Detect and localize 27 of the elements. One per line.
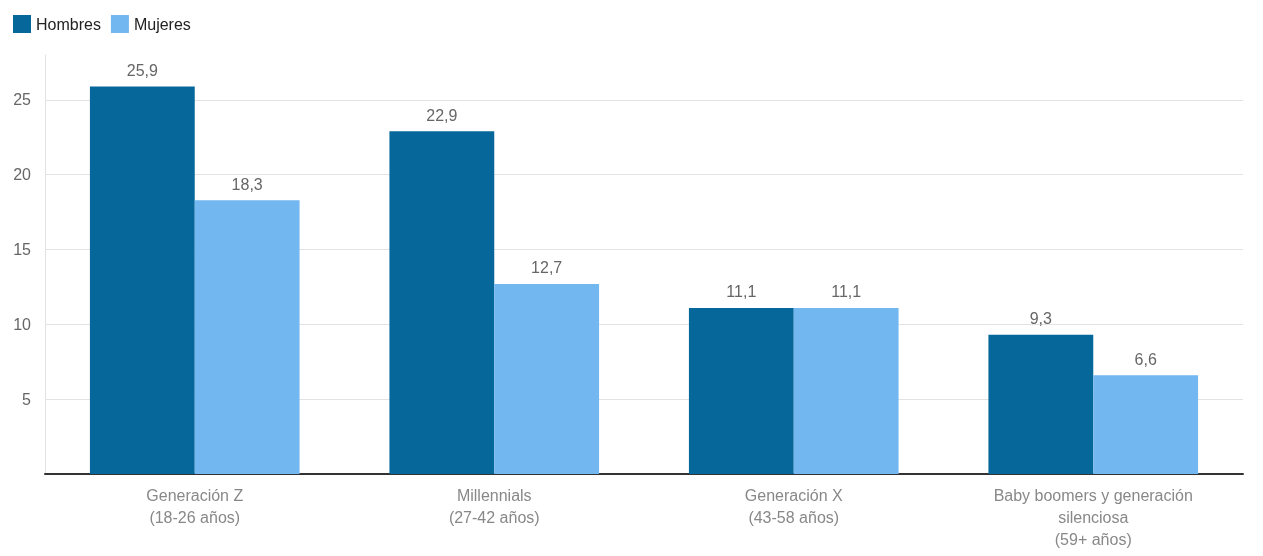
data-label: 11,1: [831, 283, 862, 301]
legend-label: Hombres: [36, 15, 101, 33]
data-label: 11,1: [726, 283, 757, 301]
bar: [194, 200, 300, 474]
x-tick-label: Millennials (27-42 años): [448, 486, 540, 526]
bar: [389, 131, 495, 474]
x-tick-label: Baby boomers y generación silenciosa (59+ años): [993, 486, 1193, 548]
bar: [494, 283, 600, 474]
y-tick-label: 15: [13, 241, 32, 259]
data-label: 18,3: [231, 175, 263, 193]
x-tick-label: Generación X (43-58 años): [744, 486, 843, 526]
y-tick-label: 25: [13, 91, 32, 109]
data-label: 6,6: [1134, 350, 1157, 368]
y-tick-label: 20: [13, 166, 32, 184]
data-label: 9,3: [1029, 310, 1053, 328]
x-tick-label: Generación Z (18-26 años): [146, 486, 244, 526]
bar: [89, 86, 195, 474]
y-tick-label: 5: [22, 390, 32, 408]
bar: [688, 307, 794, 474]
legend-label: Mujeres: [133, 15, 191, 33]
data-label: 12,7: [531, 259, 563, 277]
bar: [1093, 375, 1199, 474]
bar: [793, 307, 899, 474]
y-tick-label: 10: [13, 315, 32, 333]
data-label: 22,9: [426, 106, 458, 124]
data-label: 25,9: [126, 61, 159, 79]
bar: [988, 334, 1094, 474]
